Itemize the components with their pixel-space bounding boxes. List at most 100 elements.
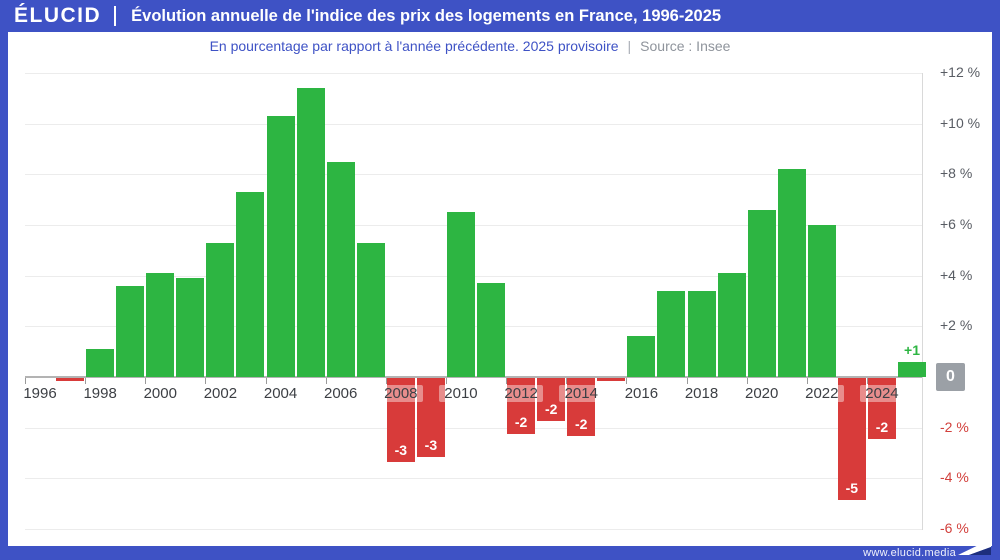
bar-2009: [416, 378, 445, 457]
bar-2006: [326, 161, 355, 377]
bar-1998: [86, 349, 115, 377]
x-label-2002: 2002: [198, 385, 243, 402]
x-label-2008: 2008: [378, 385, 423, 402]
gridline--2%: [25, 427, 923, 429]
bar-2013: [537, 378, 566, 422]
gridline--6%: [25, 529, 923, 530]
x-label-2020: 2020: [739, 385, 784, 402]
bar-2017: [657, 290, 686, 377]
y-axis-label-+2%: +2 %: [940, 317, 973, 334]
bar-value-label-2024: -2: [875, 418, 889, 435]
y-axis-label-+6%: +6 %: [940, 216, 973, 232]
x-label-1998: 1998: [78, 385, 123, 402]
y-axis-label-+12%: +12 %: [940, 64, 981, 80]
x-label-2016: 2016: [619, 385, 664, 402]
chart-plot-area: 1996 1998 2000 2002 2004 2006 2008 2010 2012 2014…: [18, 73, 927, 530]
y-axis-zero-box: 0: [936, 363, 965, 391]
bar-2008: [386, 378, 415, 462]
bar-2011: [477, 283, 506, 377]
x-tick-2014: [566, 378, 568, 384]
website-link[interactable]: www.elucid.media: [863, 547, 956, 559]
bar-2010: [446, 212, 475, 377]
gridline-+8%: [25, 174, 923, 176]
bar-value-label-2008: -3: [394, 441, 408, 458]
bar-2018: [687, 290, 716, 377]
x-tick-2010: [445, 378, 447, 384]
bar-2022: [807, 225, 836, 377]
bar-2001: [176, 278, 205, 377]
bar-2007: [356, 242, 385, 377]
x-tick-1996: [25, 378, 26, 384]
chart-subtitle: En pourcentage par rapport à l'année pré…: [0, 38, 940, 54]
bar-2005: [296, 88, 325, 377]
header-divider: [114, 6, 117, 26]
bar-2004: [266, 116, 295, 377]
x-tick-2022: [806, 378, 808, 384]
x-tick-1998: [85, 378, 87, 384]
bar-1997: [56, 378, 85, 381]
gridline-+12%: [25, 73, 923, 74]
bar-2014: [567, 378, 596, 437]
x-tick-2002: [205, 378, 207, 384]
bar-2024: [867, 378, 896, 439]
x-label-1996: 1996: [18, 385, 62, 402]
y-axis-label--4%: -4 %: [940, 469, 969, 486]
bar-value-label-2025: +1: [904, 341, 920, 358]
header-bar: ÉLUCID Évolution annuelle de l'indice de…: [0, 0, 1000, 32]
x-label-2012: 2012: [499, 385, 544, 402]
y-axis-label-+8%: +8 %: [940, 165, 973, 182]
bar-2023: [837, 378, 866, 500]
x-tick-2000: [145, 378, 147, 384]
x-label-2004: 2004: [258, 385, 303, 402]
bar-2021: [777, 169, 806, 377]
bar-value-label-2023: -5: [845, 479, 859, 496]
x-label-2022: 2022: [799, 385, 844, 402]
bar-value-label-2013: -2: [544, 401, 558, 418]
bar-2012: [507, 378, 536, 434]
frame-border-left: [0, 32, 8, 546]
x-tick-2012: [506, 378, 508, 384]
bar-2016: [627, 336, 656, 377]
x-label-2006: 2006: [318, 385, 363, 402]
x-tick-2024: [866, 378, 868, 384]
x-tick-2018: [686, 378, 688, 384]
bar-value-label-2014: -2: [575, 416, 588, 433]
subtitle-text: En pourcentage par rapport à l'année pré…: [209, 38, 619, 54]
subtitle-separator: |: [627, 38, 632, 54]
bar-2025: [898, 361, 927, 377]
y-axis-label-+10%: +10 %: [940, 114, 981, 131]
x-tick-2004: [265, 378, 267, 384]
bar-2000: [146, 273, 175, 377]
gridline--4%: [25, 478, 923, 480]
x-label-2010: 2010: [438, 385, 483, 402]
bar-value-label-2009: -3: [424, 436, 438, 453]
footer-bar: [0, 546, 1000, 560]
gridline-+10%: [25, 123, 923, 125]
page-title: Évolution annuelle de l'indice des prix …: [131, 6, 722, 25]
bar-2020: [747, 209, 776, 377]
zero-axis-line: [25, 376, 923, 378]
elucid-flag-icon: [958, 539, 991, 555]
source-label: Source : Insee: [640, 38, 731, 54]
x-tick-2008: [385, 378, 387, 384]
frame-border-right: [992, 32, 1000, 546]
bar-2015: [597, 378, 626, 381]
x-label-2000: 2000: [138, 385, 183, 402]
bar-value-label-2012: -2: [514, 413, 528, 430]
y-axis-label--6%: -6 %: [940, 520, 969, 536]
x-label-2024: 2024: [859, 385, 904, 402]
y-axis-label-+4%: +4 %: [940, 266, 973, 283]
y-axis-label--2%: -2 %: [940, 418, 969, 435]
bar-2003: [236, 192, 265, 377]
bar-1999: [116, 285, 145, 377]
elucid-logo: ÉLUCID: [14, 4, 102, 27]
bar-2002: [206, 242, 235, 377]
x-tick-2016: [626, 378, 628, 384]
plot-right-border: [922, 73, 923, 530]
x-tick-2020: [746, 378, 748, 384]
x-label-2018: 2018: [679, 385, 724, 402]
x-tick-2006: [325, 378, 327, 384]
bar-2019: [717, 273, 746, 377]
x-label-2014: 2014: [559, 385, 604, 402]
